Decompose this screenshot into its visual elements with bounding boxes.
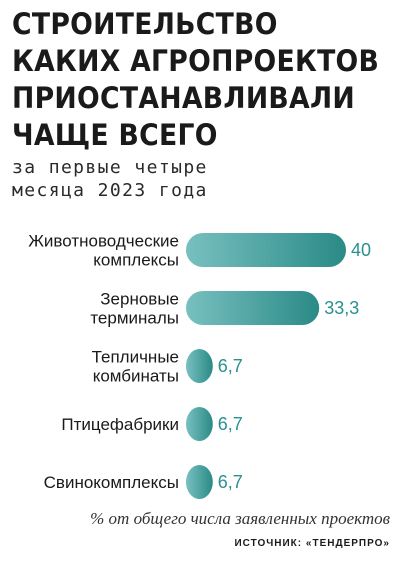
unit-footnote: % от общего числа заявленных проектов xyxy=(90,509,390,528)
bar xyxy=(186,291,320,325)
category-label: терминалы xyxy=(90,309,179,328)
bar xyxy=(186,349,213,383)
bar xyxy=(186,465,213,499)
category-label: Тепличные xyxy=(92,348,179,367)
bar-value-label: 6,7 xyxy=(218,472,243,492)
category-label: комбинаты xyxy=(93,367,179,386)
title-line: СТРОИТЕЛЬСТВО xyxy=(12,7,278,41)
subtitle-line: месяца 2023 года xyxy=(12,180,208,201)
title-line: ПРИОСТАНАВЛИВАЛИ xyxy=(12,81,356,115)
chart-subtitle: за первые четыре месяца 2023 года xyxy=(12,156,208,202)
category-label: Свинокомплексы xyxy=(44,473,179,492)
category-label: Зерновые xyxy=(100,290,179,309)
bar-value-label: 40 xyxy=(351,240,371,260)
title-line: ЧАЩЕ ВСЕГО xyxy=(12,118,218,152)
bar-value-label: 6,7 xyxy=(218,414,243,434)
bar xyxy=(186,407,213,441)
title-line: КАКИХ АГРОПРОЕКТОВ xyxy=(12,44,380,78)
chart-title: СТРОИТЕЛЬСТВО КАКИХ АГРОПРОЕКТОВ ПРИОСТА… xyxy=(12,6,380,154)
source-note: ИСТОЧНИК: «ТЕНДЕРПРО» xyxy=(234,538,390,549)
subtitle-line: за первые четыре xyxy=(12,157,208,178)
bar-value-label: 33,3 xyxy=(324,298,359,318)
category-label: Птицефабрики xyxy=(61,415,179,434)
category-label: Животноводческие xyxy=(28,232,179,251)
category-label: комплексы xyxy=(93,251,179,270)
bar xyxy=(186,233,346,267)
bar-value-label: 6,7 xyxy=(218,356,243,376)
